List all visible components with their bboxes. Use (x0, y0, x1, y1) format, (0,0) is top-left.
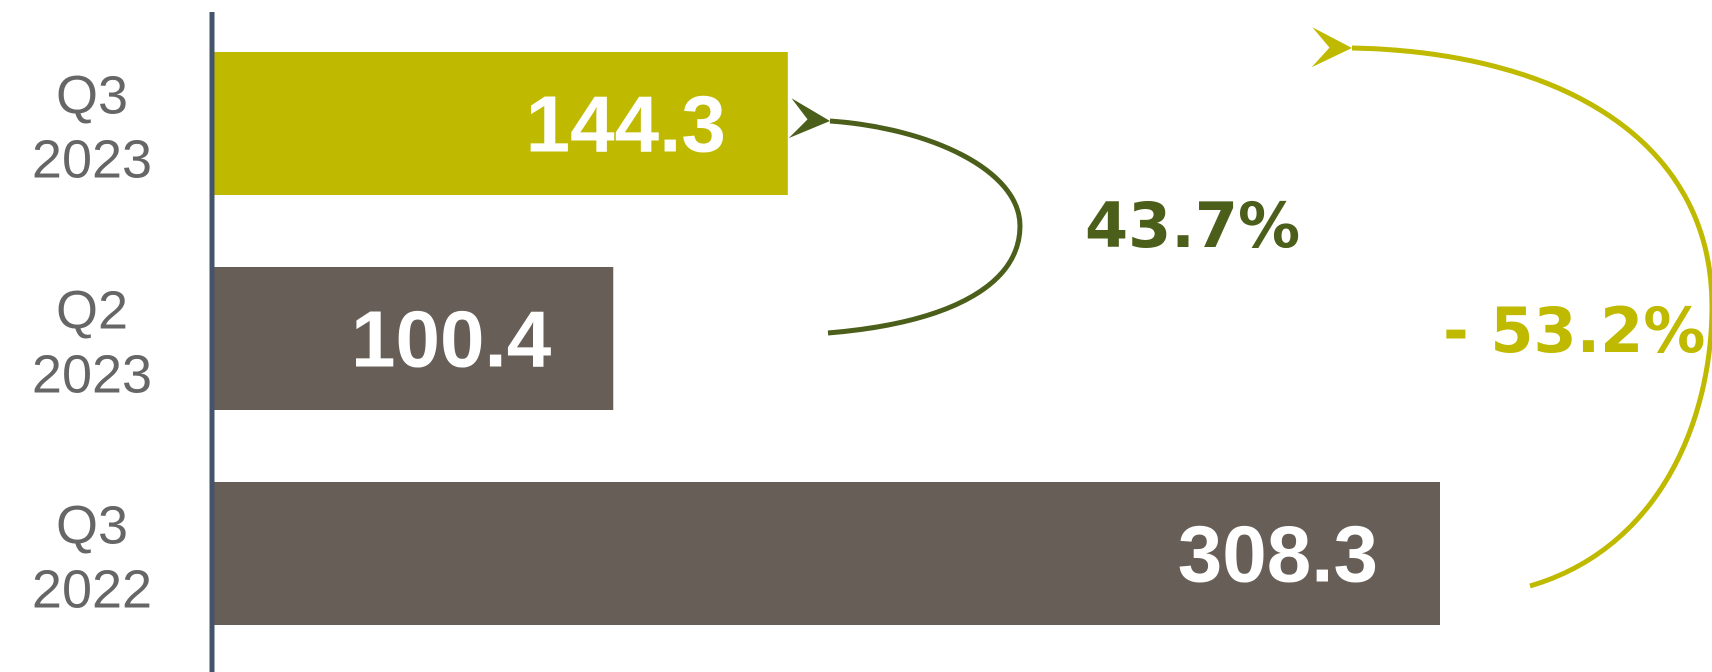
annotations-group: 43.7% - 53.2% (788, 27, 1712, 589)
value-label-0: 144.3 (526, 80, 726, 169)
change-arrow-q2-to-q3 (788, 98, 1023, 336)
value-label-1: 100.4 (351, 295, 552, 384)
bars-group (214, 52, 1440, 625)
category-label-year-2: 2022 (32, 560, 152, 620)
category-label-year-0: 2023 (32, 130, 152, 190)
value-label-2: 308.3 (1178, 510, 1378, 599)
category-label-quarter-0: Q3 (56, 66, 128, 126)
change-label-qoq: 43.7% (1085, 189, 1300, 262)
bar-1 (214, 267, 614, 410)
value-labels-group: 144.3 100.4 308.3 (351, 80, 1378, 599)
category-label-quarter-2: Q3 (56, 496, 128, 556)
category-label-year-1: 2023 (32, 345, 152, 405)
bar-0 (214, 52, 788, 195)
change-label-yoy: - 53.2% (1443, 294, 1705, 367)
change-arrow-yoy (1311, 27, 1712, 589)
category-label-quarter-1: Q2 (56, 281, 128, 341)
bar-2 (214, 482, 1440, 625)
